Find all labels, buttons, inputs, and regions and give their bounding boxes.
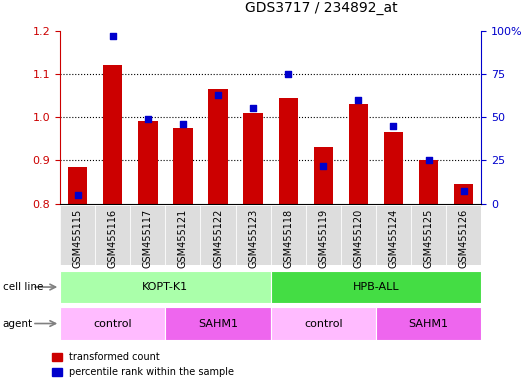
Text: GSM455125: GSM455125: [424, 209, 434, 268]
Bar: [60, 307, 165, 340]
Bar: [419, 161, 438, 204]
Bar: [384, 132, 403, 204]
Bar: [349, 104, 368, 204]
Bar: [208, 89, 228, 204]
Point: [214, 92, 222, 98]
Bar: [95, 205, 130, 265]
Bar: [103, 65, 122, 204]
Text: cell line: cell line: [3, 282, 43, 292]
Bar: [130, 205, 165, 265]
Text: SAHM1: SAHM1: [198, 318, 238, 329]
Bar: [411, 205, 446, 265]
Bar: [200, 205, 235, 265]
Bar: [138, 121, 157, 204]
Text: GSM455126: GSM455126: [459, 209, 469, 268]
Bar: [454, 184, 473, 204]
Point: [284, 71, 292, 77]
Bar: [446, 205, 481, 265]
Bar: [341, 205, 376, 265]
Text: SAHM1: SAHM1: [408, 318, 449, 329]
Bar: [306, 205, 341, 265]
Legend: transformed count, percentile rank within the sample: transformed count, percentile rank withi…: [52, 353, 234, 377]
Text: GDS3717 / 234892_at: GDS3717 / 234892_at: [245, 2, 397, 15]
Bar: [314, 147, 333, 204]
Bar: [235, 205, 271, 265]
Text: KOPT-K1: KOPT-K1: [142, 282, 188, 292]
Text: control: control: [304, 318, 343, 329]
Point: [424, 157, 433, 164]
Bar: [244, 113, 263, 204]
Bar: [376, 205, 411, 265]
Text: control: control: [94, 318, 132, 329]
Bar: [60, 205, 95, 265]
Point: [389, 123, 397, 129]
Bar: [271, 205, 306, 265]
Text: GSM455120: GSM455120: [354, 209, 363, 268]
Text: GSM455117: GSM455117: [143, 209, 153, 268]
Text: GSM455122: GSM455122: [213, 209, 223, 268]
Text: HPB-ALL: HPB-ALL: [353, 282, 399, 292]
Point: [319, 162, 327, 169]
Bar: [271, 271, 481, 303]
Point: [459, 189, 468, 195]
Bar: [68, 167, 87, 204]
Text: agent: agent: [3, 318, 33, 329]
Point: [249, 106, 257, 112]
Bar: [173, 128, 192, 204]
Bar: [165, 205, 200, 265]
Text: GSM455123: GSM455123: [248, 209, 258, 268]
Bar: [279, 98, 298, 204]
Text: GSM455119: GSM455119: [319, 209, 328, 268]
Bar: [165, 307, 271, 340]
Bar: [376, 307, 481, 340]
Text: GSM455124: GSM455124: [389, 209, 399, 268]
Text: GSM455115: GSM455115: [73, 209, 83, 268]
Text: GSM455121: GSM455121: [178, 209, 188, 268]
Text: GSM455118: GSM455118: [283, 209, 293, 268]
Point: [144, 116, 152, 122]
Point: [179, 121, 187, 127]
Bar: [271, 307, 376, 340]
Point: [74, 192, 82, 198]
Point: [354, 97, 362, 103]
Text: GSM455116: GSM455116: [108, 209, 118, 268]
Point: [109, 33, 117, 39]
Bar: [60, 271, 271, 303]
